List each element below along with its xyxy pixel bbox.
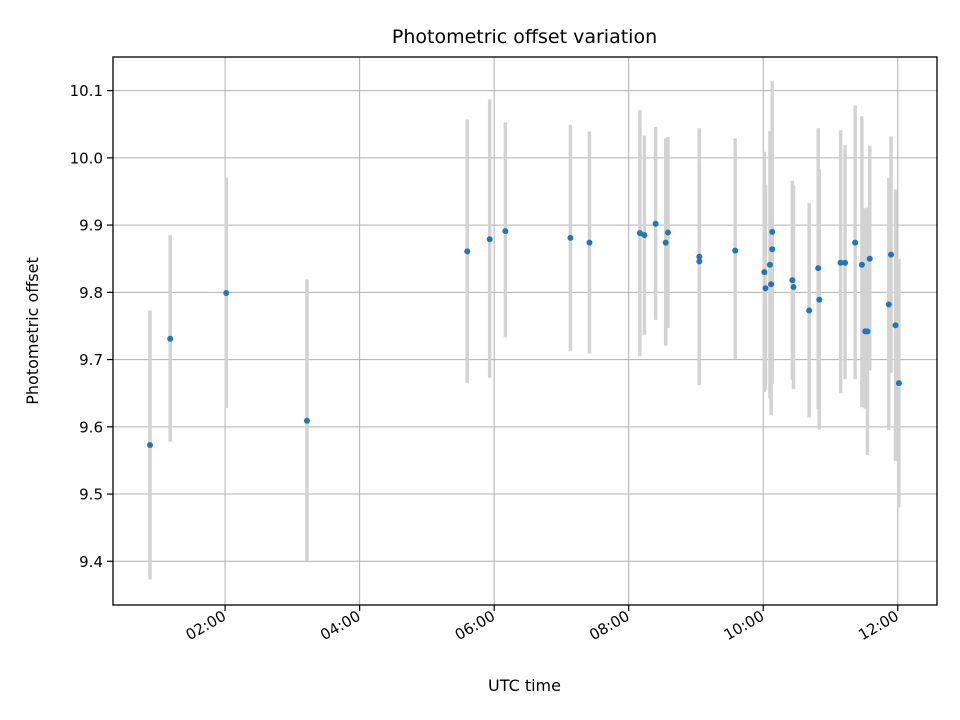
data-point — [769, 228, 776, 235]
data-point — [636, 230, 643, 237]
x-axis-label: UTC time — [488, 676, 561, 695]
data-point — [303, 417, 310, 424]
y-tick-label: 9.5 — [79, 486, 103, 504]
data-point — [888, 251, 895, 258]
y-axis-ticks: 9.4 9.5 9.6 9.7 9.8 9.9 10.0 10.1 — [70, 82, 113, 571]
data-point — [567, 234, 574, 241]
data-points — [146, 220, 902, 448]
data-point — [866, 255, 873, 262]
grid — [113, 57, 937, 605]
y-tick-label: 9.7 — [79, 351, 103, 369]
data-point — [837, 259, 844, 266]
data-point — [146, 441, 153, 448]
y-tick-label: 9.8 — [79, 284, 103, 302]
data-point — [696, 253, 703, 260]
data-point — [815, 265, 822, 272]
y-tick-label: 10.0 — [70, 149, 103, 167]
data-point — [790, 283, 797, 290]
data-point — [223, 290, 230, 297]
data-point — [892, 322, 899, 329]
data-point — [761, 269, 768, 276]
data-point — [586, 239, 593, 246]
chart-title: Photometric offset variation — [392, 26, 657, 48]
data-point — [464, 248, 471, 255]
data-point — [766, 261, 773, 268]
data-point — [652, 220, 659, 227]
data-point — [864, 328, 871, 335]
data-point — [762, 285, 769, 292]
data-point — [895, 380, 902, 387]
data-point — [769, 246, 776, 253]
data-point — [641, 232, 648, 239]
data-point — [167, 335, 174, 342]
data-point — [664, 229, 671, 236]
data-point — [858, 261, 865, 268]
data-point — [732, 247, 739, 254]
data-point — [842, 259, 849, 266]
data-point — [486, 236, 493, 243]
data-point — [789, 277, 796, 284]
y-tick-label: 9.9 — [79, 217, 103, 235]
data-point — [768, 281, 775, 288]
plot-frame — [112, 56, 938, 606]
data-point — [696, 258, 703, 265]
data-point — [502, 228, 509, 235]
y-tick-label: 9.6 — [79, 418, 103, 436]
data-point — [816, 296, 823, 303]
y-tick-label: 10.1 — [70, 82, 103, 100]
y-tick-label: 9.4 — [79, 553, 103, 571]
data-point — [806, 307, 813, 314]
y-axis-label: Photometric offset — [23, 257, 42, 405]
data-point — [885, 301, 892, 308]
data-point — [662, 239, 669, 246]
data-point — [852, 239, 859, 246]
